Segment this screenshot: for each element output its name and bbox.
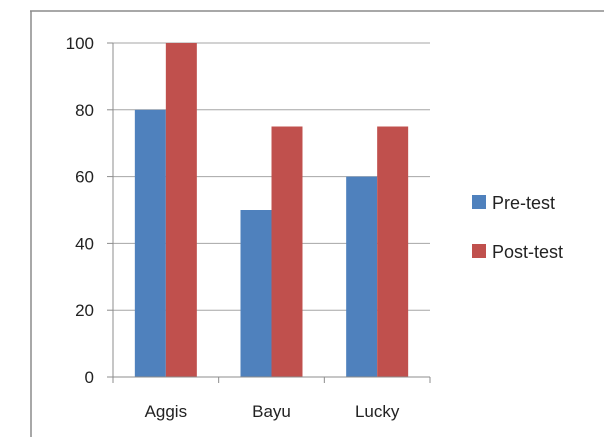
legend-swatch-pre-test (472, 195, 486, 209)
legend-label: Pre-test (492, 193, 555, 213)
bar-post-test-aggis (165, 43, 197, 377)
axes (107, 42, 431, 383)
y-tick-labels: 0 20 40 60 80 100 (66, 34, 94, 387)
legend-label: Post-test (492, 242, 563, 262)
x-tick-label: Aggis (145, 402, 188, 421)
bar-pre-test-aggis (134, 109, 166, 378)
bar-pre-test-lucky (346, 176, 378, 377)
bars (134, 43, 409, 378)
y-tick-label: 100 (66, 34, 94, 53)
y-tick-label: 60 (75, 168, 94, 187)
x-tick-label: Lucky (355, 402, 400, 421)
x-tick-label: Bayu (252, 402, 291, 421)
bar-pre-test-bayu (240, 210, 272, 377)
y-tick-label: 40 (75, 234, 94, 253)
x-tick-labels: Aggis Bayu Lucky (145, 402, 400, 421)
bar-post-test-bayu (271, 126, 303, 377)
legend-swatch-post-test (472, 244, 486, 258)
bar-post-test-lucky (377, 126, 409, 377)
y-tick-label: 0 (85, 368, 94, 387)
legend: Pre-test Post-test (472, 193, 563, 262)
y-tick-label: 20 (75, 301, 94, 320)
y-tick-label: 80 (75, 101, 94, 120)
